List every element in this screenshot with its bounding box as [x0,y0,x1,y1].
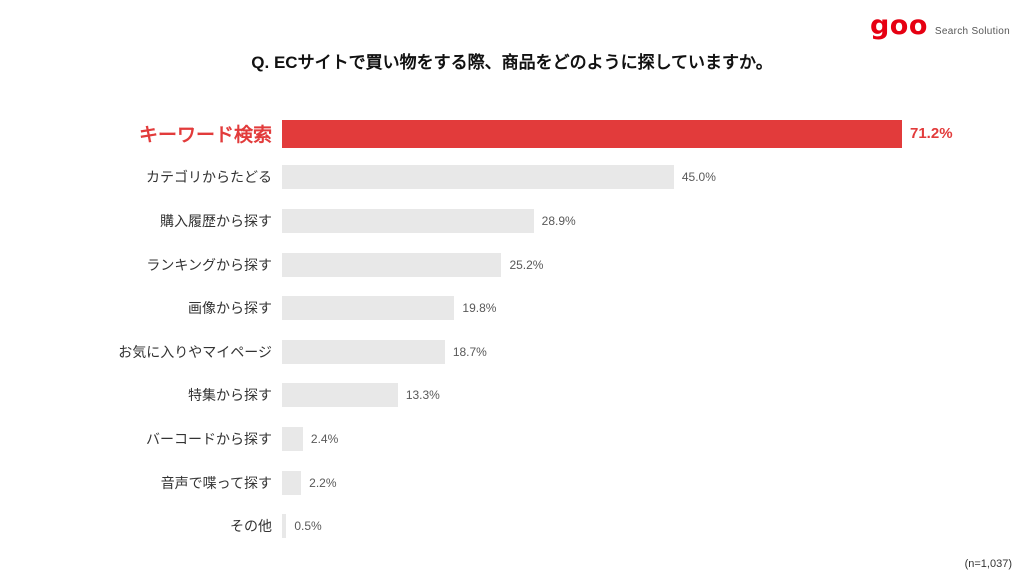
bar [282,119,902,148]
bar [282,165,674,190]
category-label: 音声で喋って探す [160,474,272,491]
bar [282,208,534,233]
bar [282,339,445,364]
bar-row: バーコードから探す 2.4% [8,417,1016,461]
category-label: キーワード検索 [138,125,272,147]
category-label: お気に入りやマイページ [118,343,272,360]
bar-track: 25.2% [282,252,1016,277]
bar-row: 画像から探す 19.8% [8,286,1016,330]
bar-row: 音声で喋って探す 2.2% [8,461,1016,505]
bar-track: 0.5% [282,514,1016,539]
category-label: バーコードから探す [146,430,272,447]
bar-track: 2.2% [282,470,1016,495]
bar-row: 特集から探す 13.3% [8,374,1016,418]
bar-value-label: 2.4% [310,431,339,446]
category-label: ランキングから探す [146,256,272,273]
bar-value-label: 45.0% [681,170,716,185]
bar [282,426,303,451]
bar-row: キーワード検索 71.2% [8,112,1016,156]
bar-track: 19.8% [282,296,1016,321]
bar-value-label: 2.2% [309,475,337,490]
sample-size-note: (n=1,037) [964,558,1012,570]
bar-track: 13.3% [282,383,1016,408]
bar-row: カテゴリからたどる 45.0% [8,156,1016,200]
bar [282,514,287,539]
goo-logo-text: goo [869,10,928,41]
bar-value-label: 0.5% [294,519,322,534]
category-label: 購入履歴から探す [160,212,272,229]
goo-search-solution-logo: goo Search Solution [870,12,1010,39]
bar-value-label: 18.7% [452,344,487,359]
category-label: カテゴリからたどる [146,169,272,186]
bar [282,470,302,495]
bar-value-label: 19.8% [462,301,497,316]
bar [282,296,455,321]
bar-row: ランキングから探す 25.2% [8,243,1016,287]
bar-value-label: 28.9% [541,213,576,228]
bar-track: 71.2% [282,119,1016,148]
bar-value-label: 13.3% [405,388,440,403]
category-label: 画像から探す [188,300,272,317]
bar-value-label: 25.2% [509,257,544,272]
bar-chart: キーワード検索 71.2% カテゴリからたどる 45.0% 購入履歴から探す 28.9% ラ… [8,112,1016,548]
bar-row: その他 0.5% [8,504,1016,548]
bar-track: 45.0% [282,165,1016,190]
category-label: その他 [230,518,272,535]
bar-track: 2.4% [282,426,1016,451]
bar-track: 18.7% [282,339,1016,364]
bar-row: お気に入りやマイページ 18.7% [8,330,1016,374]
bar-track: 28.9% [282,208,1016,233]
logo-subtext: Search Solution [934,26,1010,37]
bar-row: 購入履歴から探す 28.9% [8,199,1016,243]
bar [282,252,502,277]
category-label: 特集から探す [188,387,272,404]
bar [282,383,398,408]
bar-rows: キーワード検索 71.2% カテゴリからたどる 45.0% 購入履歴から探す 28.9% ラ… [8,112,1016,548]
chart-title: Q. ECサイトで買い物をする際、商品をどのように探していますか。 [251,53,773,72]
bar-value-label: 71.2% [910,125,953,143]
